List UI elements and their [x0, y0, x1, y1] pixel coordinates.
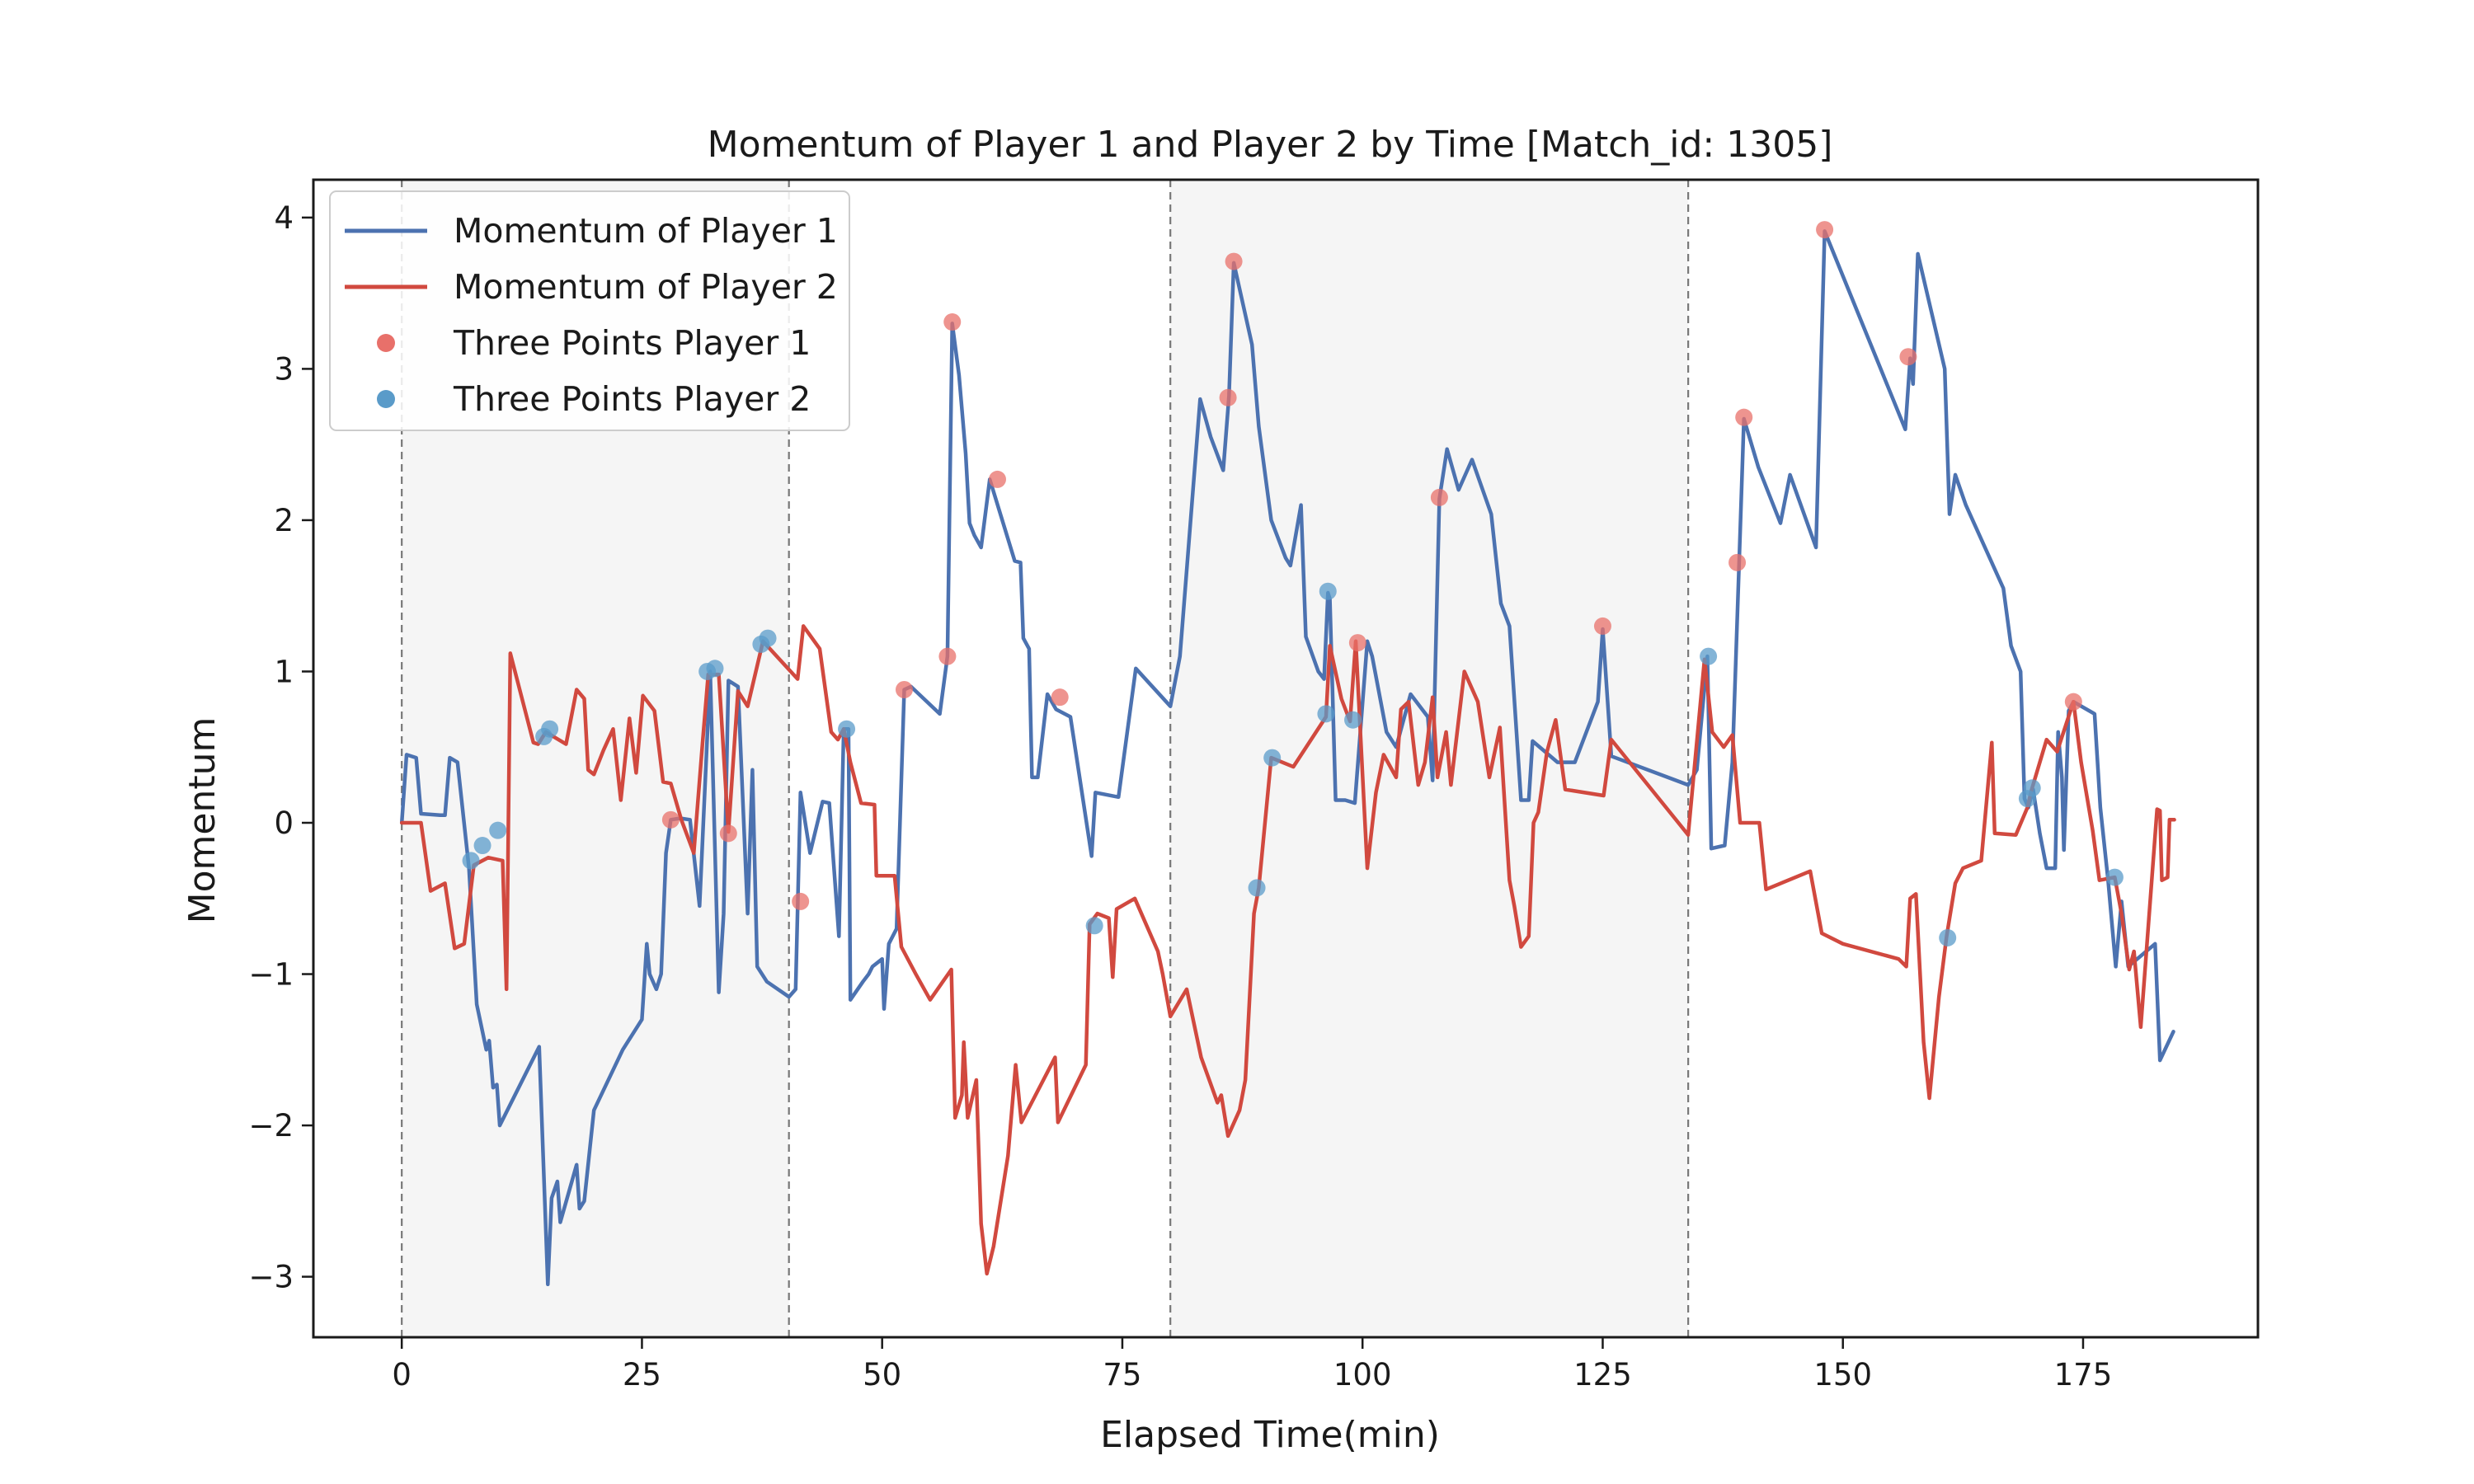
y-tick-label: 1: [274, 654, 294, 689]
three-points-player1-marker: [1816, 221, 1834, 239]
three-points-player2-marker: [541, 720, 559, 738]
x-tick-label: 50: [863, 1357, 901, 1392]
three-points-player2-marker: [462, 852, 480, 870]
x-tick-label: 100: [1333, 1357, 1392, 1392]
y-tick-label: −3: [248, 1260, 294, 1295]
three-points-player1-marker: [895, 680, 913, 698]
three-points-player1-marker: [1348, 634, 1366, 652]
three-points-player1-marker: [1430, 488, 1448, 506]
legend-label-player2-momentum: Momentum of Player 2: [454, 267, 838, 307]
three-points-player2-marker: [2105, 868, 2124, 886]
three-points-player2-marker: [759, 629, 777, 647]
three-points-player2-marker: [1248, 879, 1266, 897]
three-points-player1-marker: [943, 313, 962, 331]
three-points-player1-marker: [661, 810, 680, 829]
y-tick-label: −1: [248, 957, 294, 993]
three-points-marker-layer: [462, 221, 2124, 946]
plot-frame: [312, 178, 2260, 1339]
x-tick-label: 125: [1573, 1357, 1632, 1392]
chart-title: Momentum of Player 1 and Player 2 by Tim…: [708, 124, 1833, 166]
series-line-player1: [399, 229, 2175, 1287]
legend-label-three-points-p2: Three Points Player 2: [453, 379, 811, 419]
series-line-player2: [399, 624, 2176, 1276]
legend-swatch-three-points-p1: [377, 334, 395, 352]
three-points-player2-marker: [2023, 779, 2041, 797]
legend-label-three-points-p1: Three Points Player 1: [453, 323, 811, 363]
three-points-player2-marker: [1344, 711, 1362, 729]
three-points-player2-marker: [706, 660, 724, 678]
three-points-player1-marker: [1899, 348, 1917, 366]
three-points-player1-marker: [988, 470, 1006, 488]
three-points-player1-marker: [938, 647, 957, 665]
three-points-player2-marker: [473, 837, 492, 855]
legend-box: [329, 190, 850, 431]
three-points-player2-marker: [1700, 647, 1718, 665]
x-tick-label: 75: [1103, 1357, 1141, 1392]
y-axis-ticks: −3 −2 −1 0 1 2 3 4: [248, 200, 313, 1295]
y-tick-label: 3: [274, 351, 294, 387]
legend-label-player1-momentum: Momentum of Player 1: [454, 211, 838, 251]
series-line-layer: [399, 229, 2176, 1287]
y-tick-label: 0: [274, 805, 294, 841]
x-tick-label: 175: [2054, 1357, 2113, 1392]
y-tick-label: −2: [248, 1108, 294, 1144]
three-points-player1-marker: [1219, 388, 1237, 406]
three-points-player2-marker: [1939, 928, 1957, 946]
three-points-player1-marker: [792, 892, 810, 910]
y-axis-label: Momentum: [181, 717, 223, 924]
three-points-player2-marker: [1317, 705, 1335, 723]
three-points-player1-marker: [1735, 408, 1753, 426]
x-tick-label: 0: [392, 1357, 412, 1392]
three-points-player1-marker: [1729, 553, 1747, 571]
three-points-player2-marker: [838, 720, 856, 738]
three-points-player1-marker: [1593, 617, 1611, 635]
y-tick-label: 4: [274, 200, 294, 236]
y-tick-label: 2: [274, 503, 294, 538]
three-points-player2-marker: [1263, 749, 1282, 767]
three-points-player2-marker: [489, 821, 507, 839]
x-axis-label: Elapsed Time(min): [1100, 1414, 1440, 1456]
three-points-player1-marker: [2064, 693, 2082, 711]
x-tick-label: 25: [623, 1357, 661, 1392]
legend-swatch-three-points-p2: [377, 390, 395, 408]
three-points-player1-marker: [719, 824, 737, 843]
x-tick-label: 150: [1813, 1357, 1872, 1392]
x-axis-ticks: 0 25 50 75 100 125 150 175: [392, 1337, 2112, 1392]
three-points-player2-marker: [1319, 582, 1337, 600]
three-points-player1-marker: [1051, 688, 1069, 707]
three-points-player2-marker: [1085, 917, 1103, 935]
three-points-player1-marker: [1225, 252, 1243, 270]
legend: Momentum of Player 1 Momentum of Player …: [329, 190, 850, 431]
